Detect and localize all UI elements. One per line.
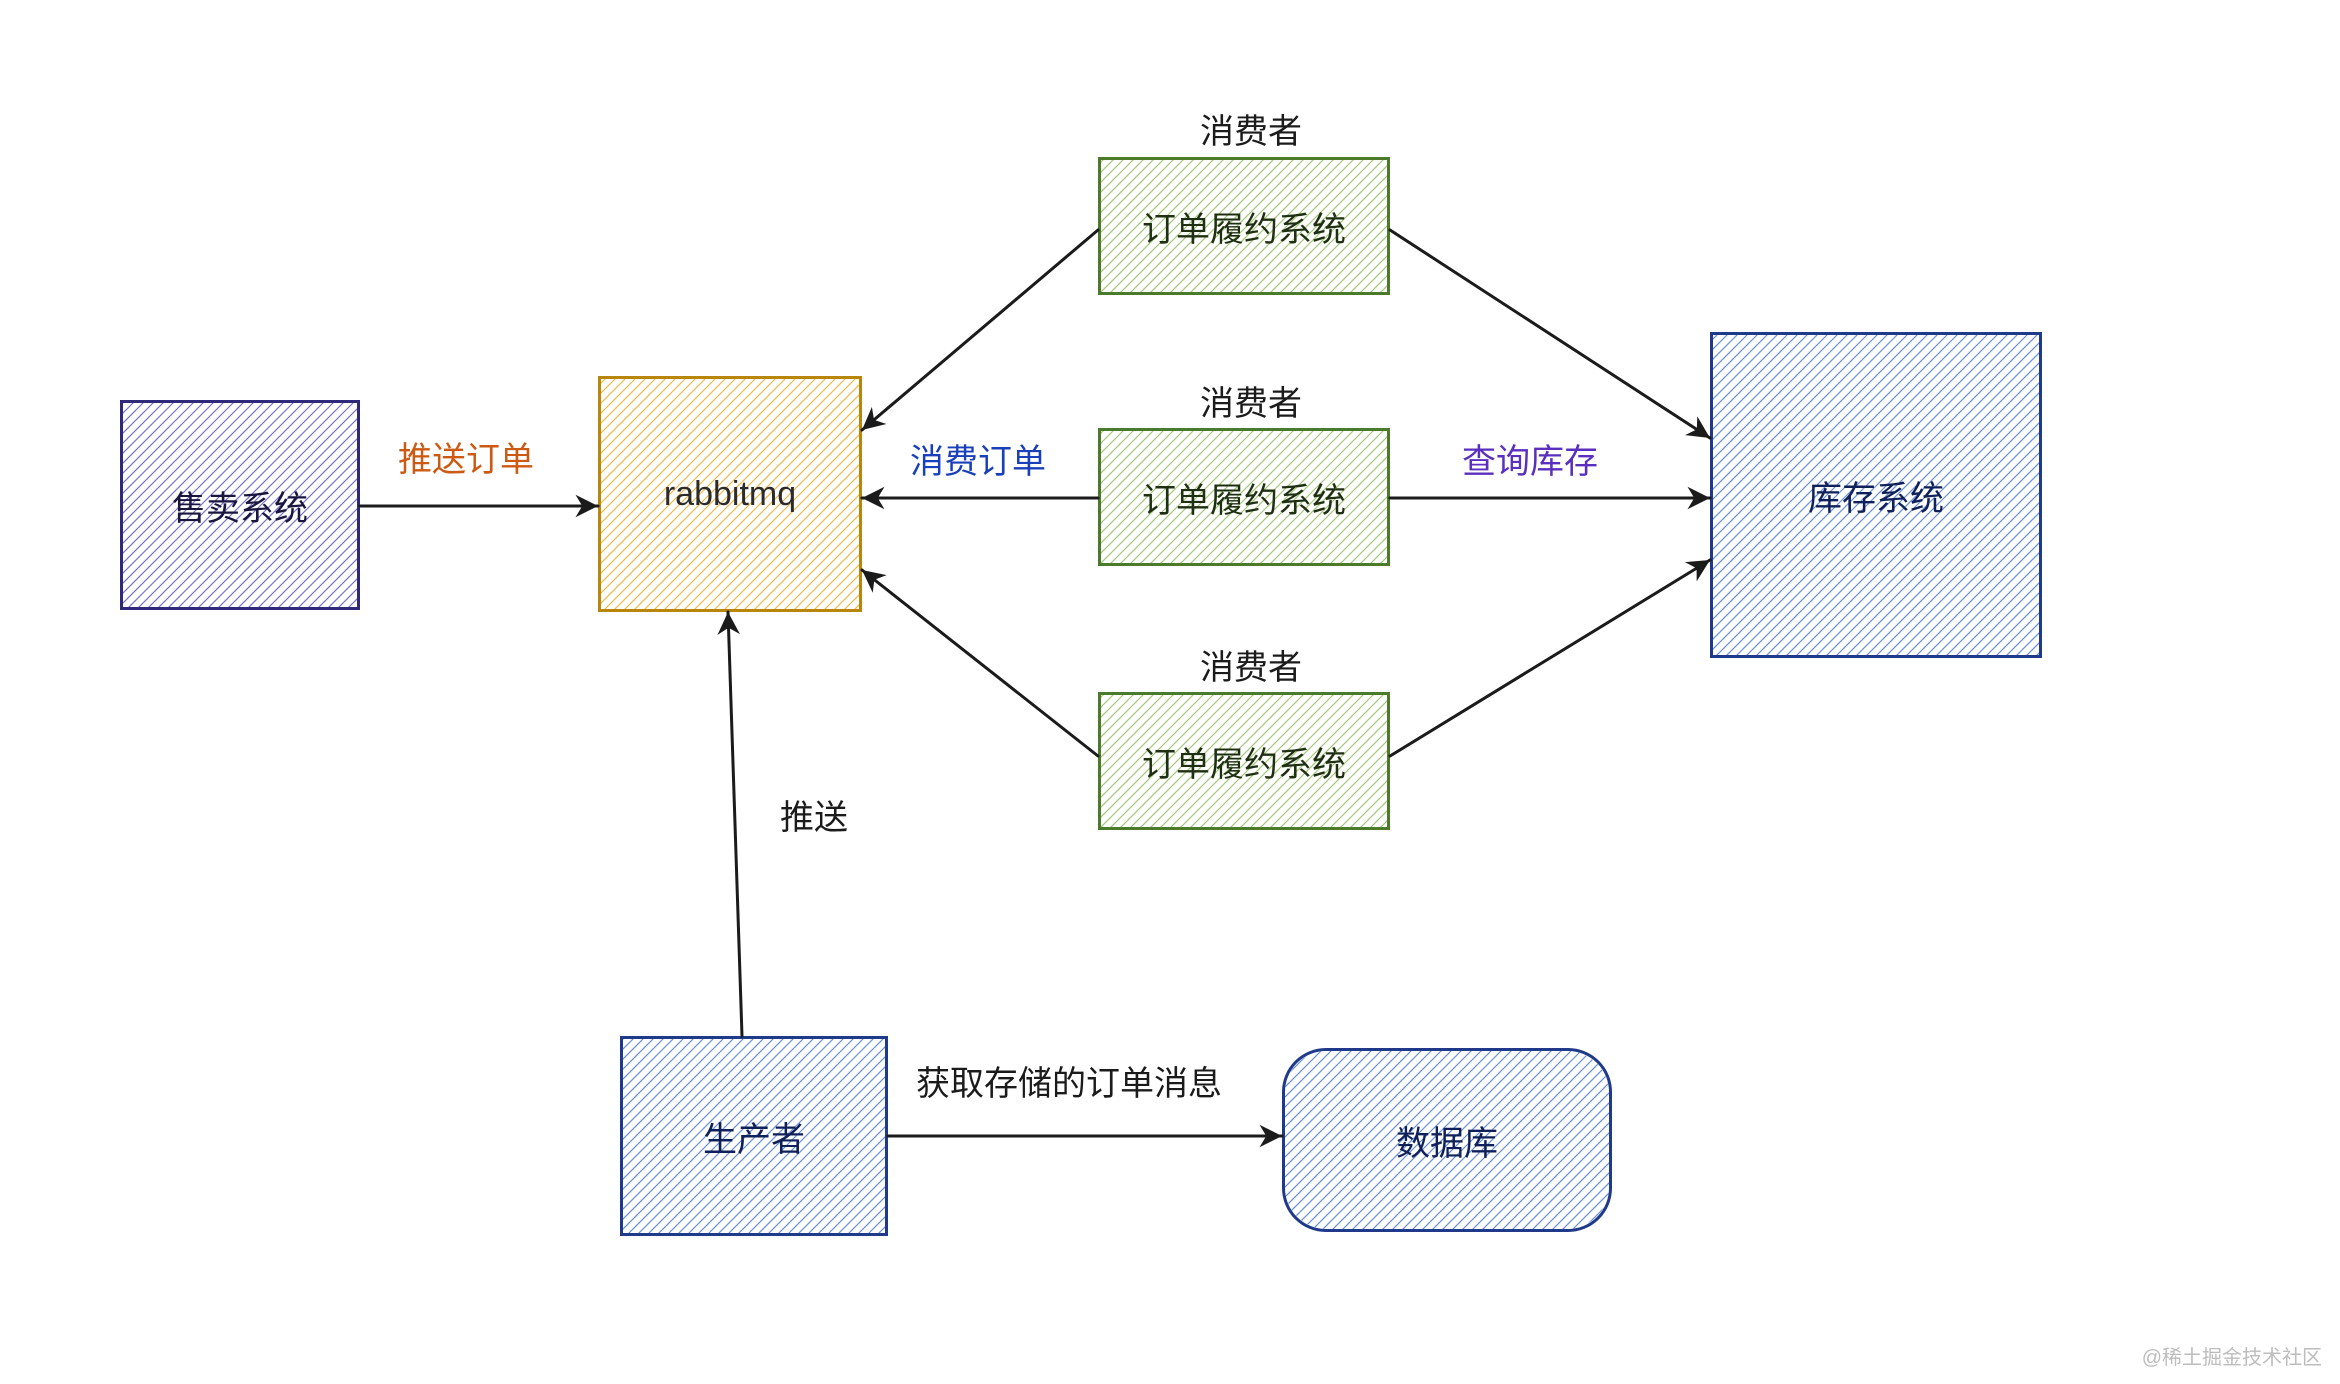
- edge-c3-to-inv: [1390, 560, 1710, 756]
- caption-consumer1: 消费者: [1200, 104, 1302, 153]
- edge-label-producer-to-mq: 推送: [780, 790, 848, 839]
- node-seller: 售卖系统: [120, 400, 360, 610]
- node-inventory: 库存系统: [1710, 332, 2042, 658]
- edge-c3-to-mq: [862, 570, 1098, 756]
- caption-consumer2: 消费者: [1200, 376, 1302, 425]
- node-label: 库存系统: [1808, 471, 1944, 520]
- node-consumer1: 订单履约系统: [1098, 157, 1390, 295]
- node-label: 订单履约系统: [1142, 737, 1346, 786]
- edge-c1-to-inv: [1390, 230, 1710, 438]
- edge-producer-to-mq: [728, 612, 742, 1036]
- node-rabbitmq: rabbitmq: [598, 376, 862, 612]
- diagram-canvas: 售卖系统rabbitmq订单履约系统订单履约系统订单履约系统库存系统生产者数据库…: [0, 0, 2340, 1384]
- watermark: @稀土掘金技术社区: [2142, 1341, 2322, 1370]
- edge-label-seller-to-mq: 推送订单: [398, 432, 534, 481]
- edge-label-c2-to-mq: 消费订单: [910, 434, 1046, 483]
- node-consumer2: 订单履约系统: [1098, 428, 1390, 566]
- node-database: 数据库: [1282, 1048, 1612, 1232]
- node-producer: 生产者: [620, 1036, 888, 1236]
- caption-consumer3: 消费者: [1200, 640, 1302, 689]
- node-label: 订单履约系统: [1142, 202, 1346, 251]
- node-label: 订单履约系统: [1142, 473, 1346, 522]
- edge-label-producer-to-db: 获取存储的订单消息: [916, 1056, 1222, 1105]
- edge-c1-to-mq: [862, 230, 1098, 430]
- node-label: rabbitmq: [664, 475, 796, 514]
- node-label: 生产者: [703, 1112, 805, 1161]
- node-label: 售卖系统: [172, 481, 308, 530]
- node-label: 数据库: [1396, 1116, 1498, 1165]
- node-consumer3: 订单履约系统: [1098, 692, 1390, 830]
- edge-label-c2-to-inv: 查询库存: [1462, 434, 1598, 483]
